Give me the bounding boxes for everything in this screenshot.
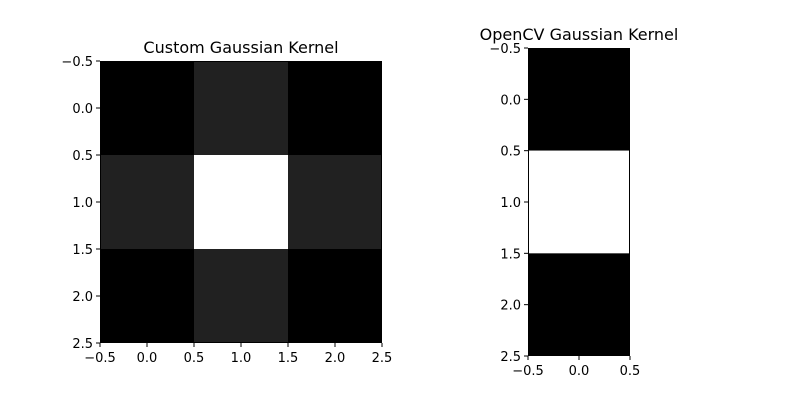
custom-kernel-y-ticks: −0.5 0.0 0.5 1.0 1.5 2.0 2.5 <box>61 55 100 352</box>
custom-kernel-chart: Custom Gaussian Kernel −0.5 0.0 0.5 1.0 1.5 2… <box>61 38 392 366</box>
custom-kernel-cell <box>194 249 288 343</box>
custom-kernel-x-tick-label: 2.0 <box>325 351 346 366</box>
custom-kernel-cell <box>194 155 288 249</box>
opencv-kernel-x-tick-label: 0.0 <box>569 364 590 379</box>
opencv-kernel-cell <box>528 253 630 356</box>
custom-kernel-frame <box>100 61 382 343</box>
custom-kernel-x-tick-label: 1.5 <box>278 351 299 366</box>
opencv-kernel-y-tick-label: 2.0 <box>500 299 521 314</box>
custom-kernel-cells <box>100 61 382 343</box>
custom-kernel-cell <box>100 155 194 249</box>
opencv-kernel-x-tick-label: −0.5 <box>512 364 544 379</box>
custom-kernel-cell <box>288 249 382 343</box>
custom-kernel-y-tick-label: −0.5 <box>61 55 93 70</box>
custom-kernel-y-tick-label: 1.0 <box>72 196 93 211</box>
opencv-kernel-y-tick-label: 1.0 <box>500 196 521 211</box>
opencv-kernel-title: OpenCV Gaussian Kernel <box>480 25 679 44</box>
custom-kernel-x-tick-label: 1.0 <box>231 351 252 366</box>
custom-kernel-y-tick-label: 0.0 <box>72 102 93 117</box>
opencv-kernel-y-tick-label: −0.5 <box>489 42 521 57</box>
opencv-kernel-y-tick-label: 0.0 <box>500 93 521 108</box>
opencv-kernel-cell <box>528 48 630 151</box>
custom-kernel-x-tick-label: 2.5 <box>372 351 393 366</box>
custom-kernel-cell <box>288 61 382 155</box>
custom-kernel-cell <box>100 249 194 343</box>
custom-kernel-y-tick-label: 0.5 <box>72 149 93 164</box>
opencv-kernel-y-tick-label: 0.5 <box>500 145 521 160</box>
custom-kernel-y-tick-label: 2.5 <box>72 337 93 352</box>
opencv-kernel-chart: OpenCV Gaussian Kernel −0.5 0.0 0.5 −0.5 0.… <box>480 25 679 379</box>
opencv-kernel-cell <box>528 150 630 254</box>
opencv-kernel-frame <box>528 48 630 356</box>
opencv-kernel-y-ticks: −0.5 0.0 0.5 1.0 1.5 2.0 2.5 <box>489 42 528 365</box>
custom-kernel-y-tick-label: 1.5 <box>72 243 93 258</box>
opencv-kernel-y-tick-label: 1.5 <box>500 247 521 262</box>
custom-kernel-y-tick-label: 2.0 <box>72 290 93 305</box>
custom-kernel-x-tick-label: −0.5 <box>84 351 116 366</box>
opencv-kernel-y-tick-label: 2.5 <box>500 350 521 365</box>
opencv-kernel-x-tick-label: 0.5 <box>620 364 641 379</box>
custom-kernel-cell <box>288 155 382 249</box>
custom-kernel-title: Custom Gaussian Kernel <box>143 38 338 57</box>
custom-kernel-cell <box>100 61 194 155</box>
custom-kernel-x-ticks: −0.5 0.0 0.5 1.0 1.5 2.0 2.5 <box>84 343 392 366</box>
custom-kernel-x-tick-label: 0.5 <box>184 351 205 366</box>
custom-kernel-x-tick-label: 0.0 <box>137 351 158 366</box>
opencv-kernel-cells <box>528 48 630 356</box>
custom-kernel-cell <box>194 61 288 155</box>
opencv-kernel-x-ticks: −0.5 0.0 0.5 <box>512 356 640 379</box>
